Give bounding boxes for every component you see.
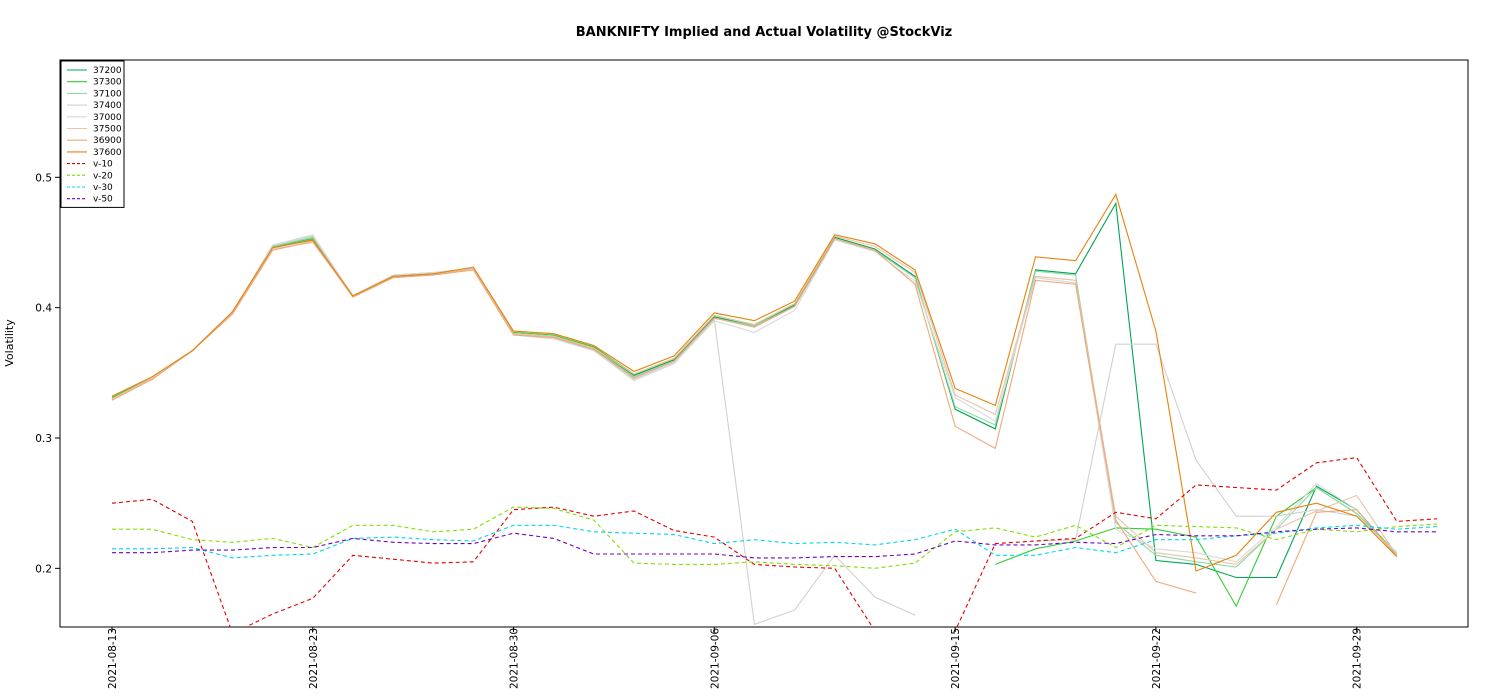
- legend-label: v-20: [93, 171, 113, 181]
- series-line-37000: [111, 234, 1398, 563]
- y-axis: 0.2 0.3 0.4 0.5: [35, 172, 60, 575]
- series-line-37100: [111, 236, 1398, 568]
- legend-label: v-30: [93, 183, 113, 193]
- x-tick-label: 2021-08-30: [509, 628, 521, 689]
- x-tick-label: 2021-08-23: [308, 628, 320, 689]
- x-tick-label: 2021-09-15: [950, 628, 962, 689]
- series-line-37200: [111, 201, 1398, 579]
- series-line-36900: [111, 237, 1398, 606]
- y-tick-label: 0.3: [35, 433, 52, 445]
- series-line-v-10: [111, 457, 1438, 627]
- x-tick-label: 2021-09-06: [709, 628, 721, 689]
- x-axis: 2021-08-13 2021-08-23 2021-08-30 2021-09-06…: [107, 627, 1364, 689]
- legend-box: [60, 60, 125, 208]
- y-axis-label: Volatility: [3, 319, 16, 367]
- legend-label: v-10: [93, 160, 113, 170]
- legend-label: 37200: [93, 66, 122, 76]
- series-layer: [111, 192, 1438, 627]
- series-line-37300: [111, 237, 1398, 608]
- series-line-37600: [111, 192, 1398, 572]
- x-tick-label: 2021-09-29: [1352, 628, 1364, 689]
- x-tick-label: 2021-09-22: [1151, 628, 1163, 689]
- plot-area-frame: [59, 59, 1469, 628]
- y-tick-label: 0.4: [35, 303, 52, 315]
- legend-label: 37400: [93, 101, 122, 111]
- series-line-37400: [111, 235, 1398, 626]
- chart-title: BANKNIFTY Implied and Actual Volatility …: [576, 25, 952, 40]
- legend-label: 37600: [93, 148, 122, 158]
- legend-label: 36900: [93, 136, 122, 146]
- legend-label: v-50: [93, 195, 113, 205]
- series-line-v-20: [112, 506, 1438, 569]
- x-tick-label: 2021-08-13: [107, 628, 119, 689]
- series-line-37500: [111, 235, 1398, 565]
- legend-label: 37100: [93, 89, 122, 99]
- y-tick-label: 0.5: [35, 172, 52, 184]
- y-tick-label: 0.2: [35, 563, 52, 575]
- legend-label: 37300: [93, 78, 122, 88]
- series-line-v-50: [112, 527, 1437, 559]
- legend-label: 37500: [93, 125, 122, 135]
- legend-label: 37000: [93, 113, 122, 123]
